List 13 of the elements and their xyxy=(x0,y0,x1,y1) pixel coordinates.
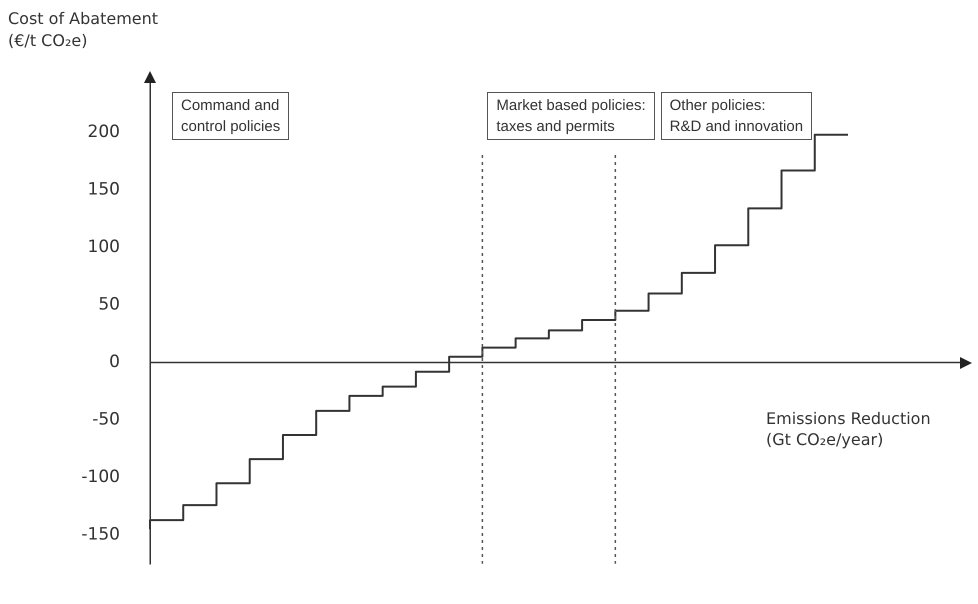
x-axis-title: Emissions Reduction (Gt CO₂e/year) xyxy=(766,408,931,451)
y-axis-title: Cost of Abatement (€/t CO₂e) xyxy=(8,8,158,52)
y-tick-label: -50 xyxy=(92,409,120,430)
y-tick-label: 200 xyxy=(88,122,120,142)
annotation: Other policies: R&D and innovation xyxy=(660,92,812,140)
annotation: Market based policies: taxes and permits xyxy=(487,92,655,140)
y-tick-label: 150 xyxy=(88,179,120,200)
y-tick-label: -100 xyxy=(81,466,120,487)
y-tick-label: 100 xyxy=(88,236,120,257)
y-tick-label: 0 xyxy=(109,352,120,372)
y-tick-label: 50 xyxy=(98,294,120,314)
y-tick-label: -150 xyxy=(81,524,120,544)
annotation: Command and control policies xyxy=(172,92,290,140)
